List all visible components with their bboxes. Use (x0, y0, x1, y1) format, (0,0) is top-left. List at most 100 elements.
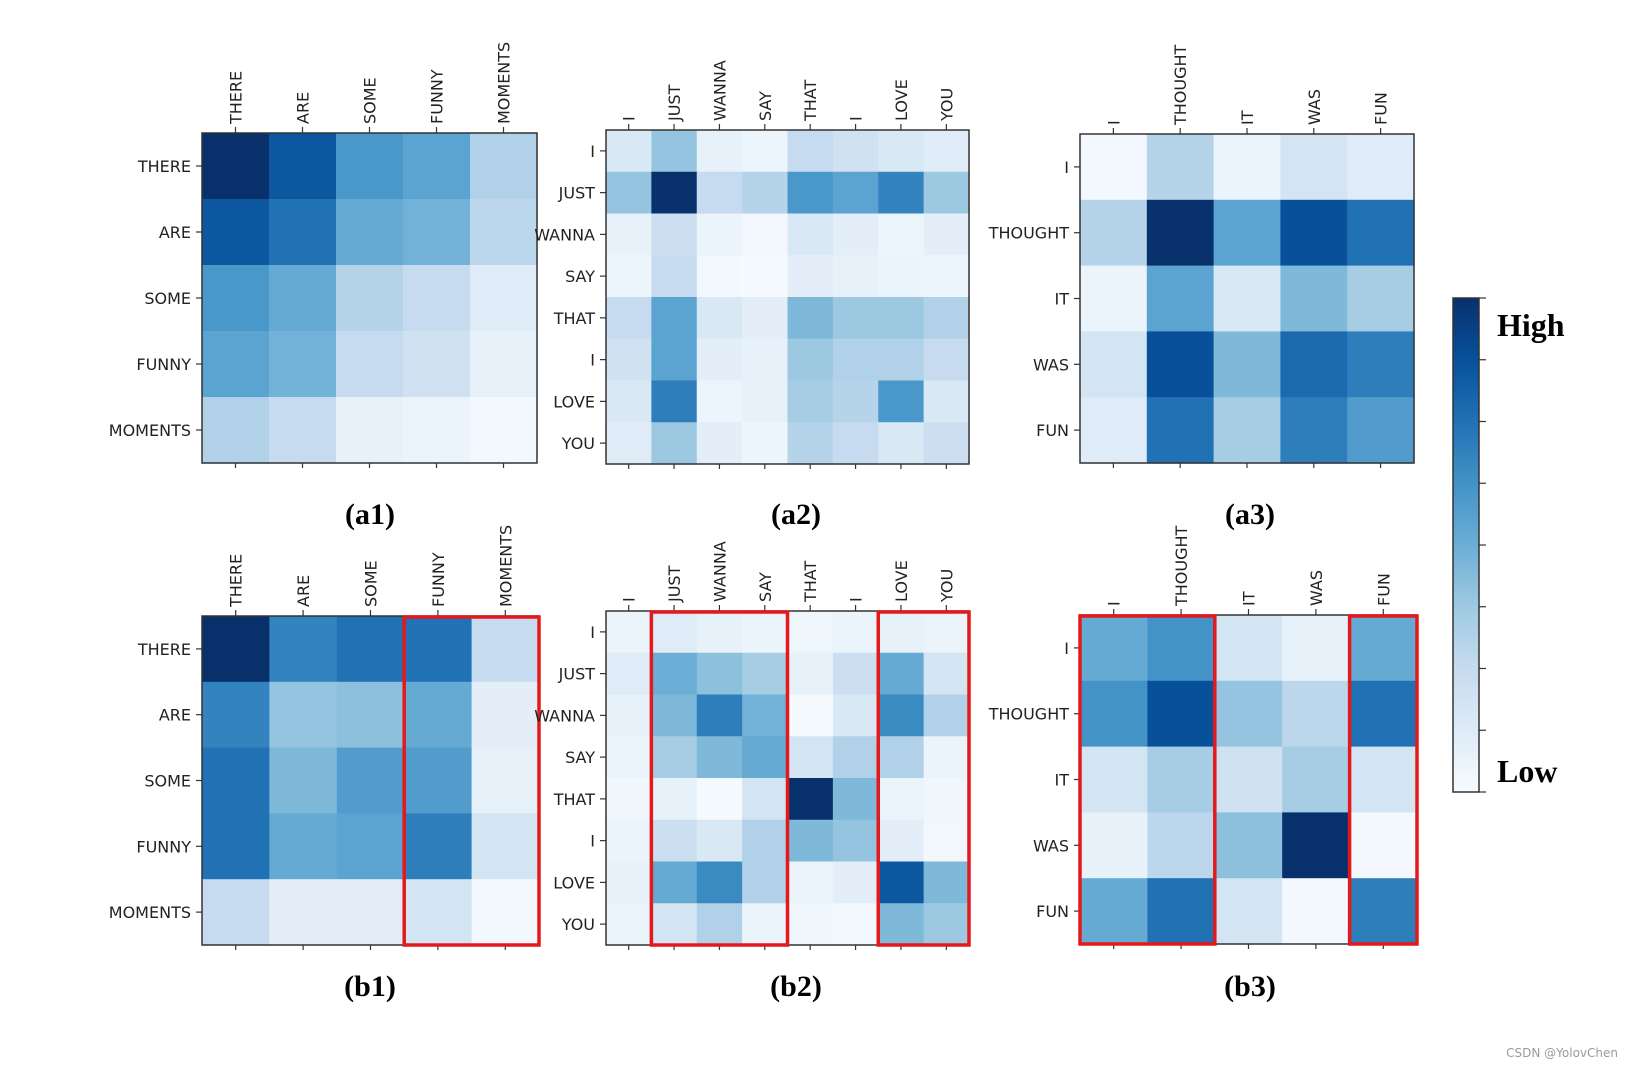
heatmap-cell (923, 422, 970, 465)
heatmap-cell (787, 213, 834, 256)
heatmap-cell (1147, 680, 1216, 748)
y-tick-label: JUST (558, 184, 596, 203)
y-tick-label: FUN (1036, 902, 1069, 921)
heatmap-cell (1147, 812, 1216, 879)
heatmap-cell (269, 397, 337, 464)
heatmap-cell (787, 819, 834, 863)
heatmap-cell (606, 297, 652, 340)
heatmap-cell (832, 171, 879, 215)
x-tick-label: I (1105, 601, 1124, 606)
x-tick-label: I (847, 597, 866, 602)
heatmap-cell (878, 213, 925, 256)
heatmap-cell (1347, 265, 1415, 332)
heatmap-cell (878, 297, 925, 340)
heatmap-cell (1213, 265, 1281, 332)
y-tick-label: THAT (553, 309, 596, 328)
x-tick-label: SAY (756, 91, 775, 121)
heatmap-a3: I THOUGHT IT WAS FUN I THOUGHT IT WAS FUN (988, 44, 1415, 468)
y-tick-label: LOVE (553, 873, 595, 892)
y-tick-label: THOUGHT (988, 224, 1070, 243)
heatmap-cell (403, 265, 471, 332)
heatmap-cell (651, 338, 698, 382)
heatmap-cell (1080, 615, 1148, 682)
heatmap-cell (651, 819, 698, 863)
x-tick-label: THAT (801, 560, 820, 603)
heatmap-cell (1080, 680, 1148, 748)
heatmap-cell (1347, 397, 1415, 464)
x-tick-label: THERE (227, 71, 246, 125)
heatmap-cell (606, 736, 652, 779)
heatmap-cell (269, 813, 338, 880)
heatmap-cell (696, 861, 743, 904)
heatmap-cell (1080, 199, 1148, 267)
heatmap-a2: I JUST WANNA SAY THAT I LOVE YOU I JUST WANNA SAY TH… (534, 60, 970, 469)
y-tick-label: YOU (561, 434, 595, 453)
y-tick-label: I (1064, 639, 1069, 658)
heatmap-cell (742, 819, 789, 863)
heatmap-cell (1349, 680, 1418, 748)
heatmap-cell (202, 879, 270, 946)
heatmap-cell (878, 611, 925, 654)
heatmap-cell (651, 297, 698, 340)
heatmap-cell (471, 879, 540, 946)
heatmap-cell (651, 861, 698, 904)
y-tick-label: WAS (1033, 836, 1069, 855)
y-tick-label: I (1064, 158, 1069, 177)
heatmap-cell (878, 778, 925, 821)
heatmap-cell (471, 747, 540, 814)
heatmap-cell (832, 297, 879, 340)
y-tick-label: FUNNY (136, 355, 191, 374)
x-tick-label: I (620, 116, 639, 121)
heatmap-cell (1214, 878, 1283, 945)
heatmap-cell (696, 903, 743, 946)
heatmap-cell (471, 813, 540, 880)
caption-a3: (a3) (1225, 498, 1275, 531)
heatmap-cell (651, 694, 698, 737)
heatmap-cell (1080, 134, 1148, 201)
heatmap-cell (1349, 812, 1418, 879)
heatmap-cell (696, 422, 743, 465)
heatmap-cell (606, 861, 652, 904)
heatmap-cell (832, 422, 879, 465)
heatmap-cell (696, 213, 743, 256)
x-tick-label: SOME (361, 77, 380, 124)
y-tick-label: ARE (159, 223, 191, 242)
heatmap-cell (1214, 680, 1283, 748)
heatmap-cell (404, 747, 473, 814)
heatmap-cell (1214, 746, 1283, 813)
heatmap-cell (787, 736, 834, 779)
heatmap-cell (651, 611, 698, 654)
heatmap-cell (651, 652, 698, 696)
heatmap-cell (832, 255, 879, 298)
heatmap-cell (1147, 878, 1216, 945)
heatmap-cell (269, 879, 338, 946)
x-tick-label: I (847, 116, 866, 121)
heatmap-cell (1147, 746, 1216, 813)
heatmap-cell (403, 397, 471, 464)
heatmap-cell (787, 652, 834, 696)
heatmap-cell (1282, 812, 1351, 879)
y-tick-label: THAT (553, 790, 596, 809)
x-tick-label: THERE (227, 554, 246, 608)
heatmap-cell (336, 813, 405, 880)
heatmap-cell (202, 331, 270, 398)
heatmap-cell (742, 213, 789, 256)
highlight-box (402, 615, 541, 947)
heatmap-cell (606, 611, 652, 654)
heatmap-cell (403, 331, 471, 398)
x-tick-label: YOU (937, 569, 956, 603)
heatmap-cell (787, 338, 834, 382)
heatmap-cell (742, 694, 789, 737)
heatmap-cell (336, 265, 404, 332)
highlight-box (1078, 614, 1217, 946)
heatmap-cell (742, 652, 789, 696)
heatmap-cell (1280, 199, 1348, 267)
y-tick-label: I (590, 832, 595, 851)
x-tick-label: MOMENTS (496, 525, 515, 607)
heatmap-cell (1146, 134, 1215, 201)
heatmap-cell (470, 331, 538, 398)
heatmap-cell (651, 778, 698, 821)
heatmap-cell (832, 338, 879, 382)
y-tick-label: SOME (144, 289, 191, 308)
y-tick-label: FUN (1036, 421, 1069, 440)
